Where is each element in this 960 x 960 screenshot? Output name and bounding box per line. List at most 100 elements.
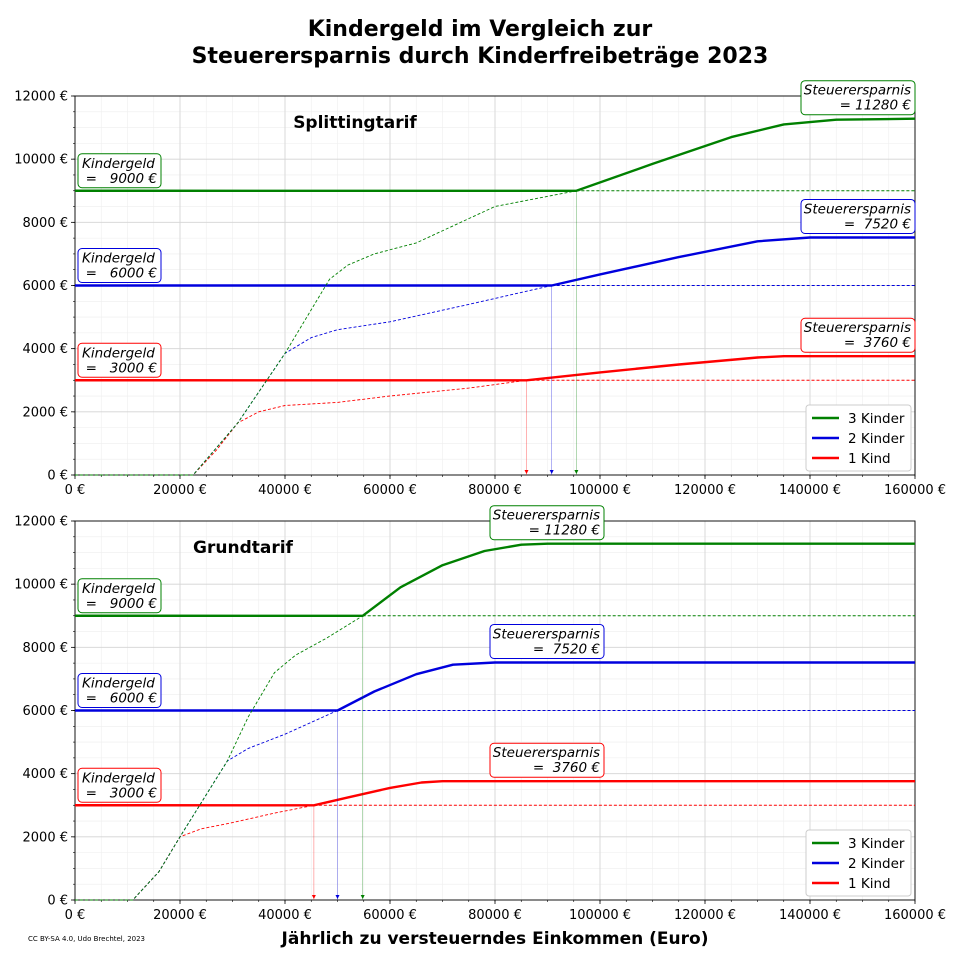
x-tick-label: 80000 € (468, 483, 522, 498)
kindergeld-annotation-2: Kindergeld= 6000 € (77, 248, 162, 283)
kindergeld-annotation-1: Kindergeld= 3000 € (77, 342, 162, 378)
x-tick-label: 20000 € (153, 483, 207, 498)
legend: 3 Kinder 2 Kinder 1 Kind (805, 404, 912, 472)
kindergeld-value: = 3000 € (86, 785, 158, 801)
x-tick-label: 120000 € (674, 483, 736, 498)
panel-grundtarif: 0 € 20000 € 40000 € 60000 € 80000 € 100000 € 1… (14, 505, 946, 923)
y-tick-label: 6000 € (23, 704, 69, 719)
x-tick-label: 160000 € (884, 908, 946, 923)
savings-annotation-3: Steuerersparnis= 11280 € (489, 505, 605, 541)
breakeven-arrow (524, 470, 529, 474)
effective-benefit-curve (75, 236, 915, 287)
x-tick-label: 60000 € (363, 483, 417, 498)
x-tick-label: 0 € (65, 908, 86, 923)
savings-annotation-2: Steuerersparnis= 7520 € (489, 623, 605, 659)
savings-value: = 11280 € (840, 98, 912, 114)
kindergeld-value: = 6000 € (86, 266, 158, 282)
effective-benefit-curve (74, 780, 915, 807)
kindergeld-label: Kindergeld (82, 676, 155, 692)
credit-text: CC BY-SA 4.0, Udo Brechtel, 2023 (28, 935, 145, 943)
series-3-kinder (74, 542, 915, 901)
kindergeld-label: Kindergeld (82, 581, 155, 597)
savings-value: = 7520 € (844, 216, 912, 232)
savings-label: Steuerersparnis (804, 320, 911, 336)
kindergeld-box (77, 248, 162, 283)
kindergeld-value: = 6000 € (86, 691, 158, 707)
breakeven-arrow (311, 895, 316, 899)
savings-box (800, 80, 916, 116)
savings-curve-dashed (75, 543, 915, 901)
kindergeld-label: Kindergeld (82, 345, 155, 361)
savings-box (489, 742, 605, 778)
legend-entry: 2 Kinder (848, 856, 905, 872)
kindergeld-annotation-2: Kindergeld= 6000 € (77, 673, 162, 708)
savings-box (489, 623, 605, 659)
savings-annotation-1: Steuerersparnis= 3760 € (489, 742, 605, 778)
kindergeld-box (77, 578, 162, 614)
savings-annotation-2: Steuerersparnis= 7520 € (800, 198, 916, 234)
effective-benefit-curve (74, 117, 916, 192)
savings-box (800, 198, 916, 234)
y-tick-label: 12000 € (14, 90, 68, 105)
legend-entry: 3 Kinder (848, 411, 905, 427)
x-tick-label: 80000 € (468, 908, 522, 923)
effective-benefit-curve (75, 661, 915, 712)
x-tick-label: 140000 € (779, 908, 841, 923)
savings-annotation-3: Steuerersparnis= 11280 € (800, 80, 916, 116)
kindergeld-annotation-3: Kindergeld= 9000 € (77, 578, 162, 614)
savings-box (489, 505, 605, 541)
y-tick-label: 10000 € (14, 578, 68, 593)
x-tick-label: 40000 € (258, 908, 312, 923)
x-tick-label: 20000 € (153, 908, 207, 923)
x-tick-label: 120000 € (674, 908, 736, 923)
x-tick-label: 100000 € (569, 483, 631, 498)
series-1-kinder (74, 355, 915, 476)
savings-label: Steuerersparnis (804, 201, 911, 217)
savings-box (800, 317, 916, 353)
kindergeld-label: Kindergeld (82, 156, 155, 172)
y-tick-label: 12000 € (14, 515, 68, 530)
kindergeld-label: Kindergeld (82, 770, 155, 786)
panel-title: Splittingtarif (293, 113, 417, 133)
savings-label: Steuerersparnis (804, 83, 911, 99)
kindergeld-label: Kindergeld (82, 251, 155, 267)
kindergeld-annotation-1: Kindergeld= 3000 € (77, 767, 162, 803)
breakeven-arrow (360, 895, 365, 899)
figure-title-line2: Steuerersparnis durch Kinderfreibeträge … (192, 44, 769, 69)
legend-entry: 3 Kinder (848, 836, 905, 852)
x-tick-label: 40000 € (258, 483, 312, 498)
figure-title-line1: Kindergeld im Vergleich zur (308, 17, 653, 42)
y-tick-label: 2000 € (23, 405, 69, 420)
savings-value: = 3760 € (533, 760, 601, 776)
savings-annotation-1: Steuerersparnis= 3760 € (800, 317, 916, 353)
series-3-kinder (74, 117, 916, 476)
kindergeld-annotation-3: Kindergeld= 9000 € (77, 153, 162, 189)
kindergeld-value: = 9000 € (86, 171, 158, 187)
effective-benefit-curve (74, 542, 915, 617)
y-tick-label: 0 € (47, 894, 68, 909)
savings-value: = 11280 € (529, 523, 601, 539)
panel-splittingtarif: 0 € 20000 € 40000 € 60000 € 80000 € 100000 € 1… (14, 80, 946, 498)
savings-label: Steuerersparnis (493, 508, 600, 524)
legend: 3 Kinder 2 Kinder 1 Kind (805, 829, 912, 897)
kindergeld-value: = 3000 € (86, 360, 158, 376)
x-tick-label: 100000 € (569, 908, 631, 923)
y-tick-label: 10000 € (14, 153, 68, 168)
y-tick-label: 4000 € (23, 767, 69, 782)
legend-entry: 1 Kind (848, 876, 891, 892)
breakeven-arrow (549, 470, 554, 474)
x-tick-label: 160000 € (884, 483, 946, 498)
y-tick-label: 0 € (47, 469, 68, 484)
breakeven-arrow (335, 895, 340, 899)
kindergeld-box (77, 153, 162, 189)
x-axis-label: Jährlich zu versteuerndes Einkommen (Eur… (281, 929, 709, 949)
x-tick-label: 0 € (65, 483, 86, 498)
legend-entry: 1 Kind (848, 451, 891, 467)
breakeven-arrow (574, 470, 579, 474)
legend-box (805, 404, 912, 472)
panel-title: Grundtarif (193, 538, 294, 558)
savings-value: = 7520 € (533, 641, 601, 657)
legend-box (805, 829, 912, 897)
kindergeld-box (77, 673, 162, 708)
